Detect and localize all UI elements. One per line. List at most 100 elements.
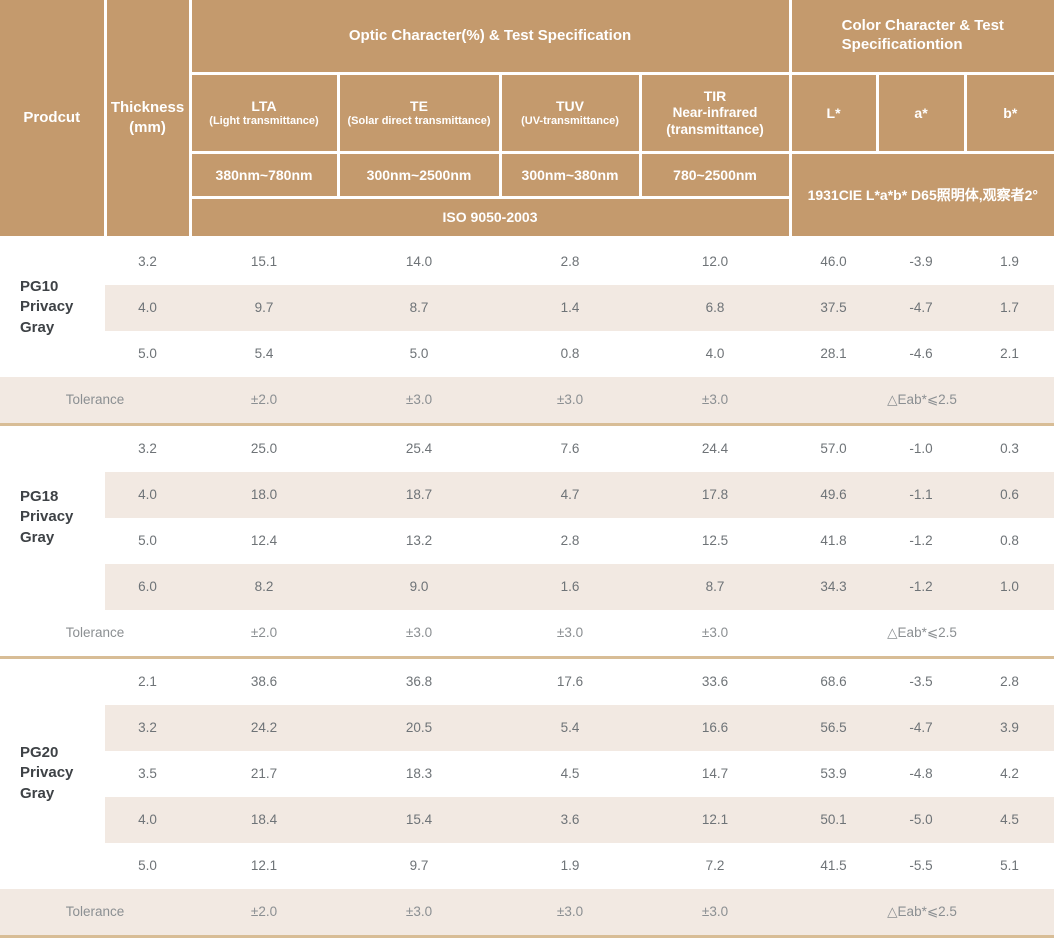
data-value: 1.4	[500, 284, 640, 331]
data-value: 56.5	[790, 704, 878, 751]
data-value: 5.4	[500, 704, 640, 751]
data-value: 25.4	[405, 441, 433, 456]
lta-abbr: LTA	[251, 97, 277, 114]
data-value: 57.0	[820, 441, 847, 456]
tolerance-value: ±2.0	[190, 609, 338, 659]
range-lta: 380nm~780nm	[190, 152, 340, 199]
data-value: 12.5	[701, 533, 729, 548]
data-value: -3.5	[909, 674, 933, 689]
data-row: 4.0 9.7 8.7 1.4 6.8 37.5 -4.7 1.7	[0, 284, 1054, 331]
data-value: 2.8	[560, 254, 580, 269]
data-value: 1.7	[965, 284, 1054, 331]
tir-sub: Near-infrared (transmittance)	[666, 104, 764, 137]
data-value: 12.1	[250, 858, 278, 873]
data-row: PG20 Privacy Gray 2.1 38.6 36.8 17.6 33.6 68.6…	[0, 657, 1054, 889]
data-value: 46.0	[820, 254, 847, 269]
tolerance-value: ±3.0	[640, 376, 791, 426]
thickness-value: 5.0	[138, 346, 157, 361]
color-standard: 1931CIE L*a*b* D65照明体,观察者2°	[790, 152, 1054, 239]
col-header-b: b*	[965, 73, 1054, 154]
data-value: 36.8	[405, 674, 433, 689]
data-value: 41.8	[820, 533, 847, 548]
data-value: 2.1	[1000, 346, 1019, 361]
data-value: 6.8	[640, 284, 791, 331]
data-value: 8.2	[190, 563, 338, 610]
tir-abbr: TIR	[703, 87, 727, 104]
data-value: 17.8	[640, 471, 791, 518]
data-value: 14.7	[701, 766, 729, 781]
data-value: -4.7	[877, 704, 966, 751]
thickness-value: 4.0	[105, 796, 190, 843]
tolerance-value: ±3.0	[640, 609, 791, 659]
col-header-thickness: Thickness (mm)	[105, 0, 192, 239]
thickness-value: 3.2	[105, 704, 190, 751]
data-value: 12.0	[701, 254, 729, 269]
tolerance-value: ±3.0	[338, 888, 500, 938]
optic-group-label: Optic Character(%) & Test Specification	[348, 26, 632, 44]
tolerance-label: Tolerance	[0, 609, 190, 659]
data-value: -4.6	[909, 346, 933, 361]
tolerance-row: Tolerance ±2.0 ±3.0 ±3.0 ±3.0 △Eab*⩽2.5	[0, 376, 1054, 426]
tolerance-value: ±3.0	[500, 609, 640, 659]
data-value: 4.5	[965, 796, 1054, 843]
thickness-value: 3.2	[138, 254, 157, 269]
data-value: 17.6	[556, 674, 584, 689]
data-value: 9.7	[409, 858, 429, 873]
data-value: 8.7	[338, 284, 500, 331]
data-value: 16.6	[640, 704, 791, 751]
te-abbr: TE	[410, 97, 428, 114]
data-value: 4.2	[1000, 766, 1019, 781]
data-value: -5.0	[877, 796, 966, 843]
data-value: -1.2	[909, 533, 933, 548]
product-name: PG10 Privacy Gray	[0, 237, 105, 377]
data-value: 18.7	[338, 471, 500, 518]
group-header-optic: Optic Character(%) & Test Specification	[190, 0, 792, 75]
table-body: PG10 Privacy Gray 3.2 15.1 14.0 2.8 12.0 46.0 -…	[0, 237, 1054, 938]
data-row: 5.0 12.4 13.2 2.8 12.5 41.8 -1.2 0.8	[0, 518, 1054, 564]
data-value: 3.6	[500, 796, 640, 843]
thickness-value: 3.5	[138, 766, 157, 781]
data-value: 14.0	[405, 254, 433, 269]
data-value: 7.2	[705, 858, 725, 873]
thickness-value: 2.1	[138, 674, 157, 689]
range-tuv: 300nm~380nm	[500, 152, 642, 199]
data-value: 28.1	[820, 346, 847, 361]
data-value: -1.0	[909, 441, 933, 456]
data-row: 4.0 18.4 15.4 3.6 12.1 50.1 -5.0 4.5	[0, 796, 1054, 843]
data-value: 49.6	[790, 471, 878, 518]
color-tolerance-value: △Eab*⩽2.5	[790, 609, 1054, 659]
data-value: 13.2	[405, 533, 433, 548]
data-value: 4.7	[500, 471, 640, 518]
data-value: 68.6	[820, 674, 847, 689]
thickness-value: 4.0	[105, 471, 190, 518]
data-value: -4.7	[877, 284, 966, 331]
tolerance-value: ±3.0	[338, 376, 500, 426]
data-value: 18.4	[190, 796, 338, 843]
iso-standard: ISO 9050-2003	[190, 197, 792, 239]
data-value: 8.7	[640, 563, 791, 610]
data-value: 50.1	[790, 796, 878, 843]
data-value: 9.7	[190, 284, 338, 331]
data-value: 5.0	[409, 346, 429, 361]
group-header-color: Color Character & Test Specificationtion	[790, 0, 1054, 75]
col-header-product: Prodcut	[0, 0, 107, 239]
data-value: 5.4	[254, 346, 274, 361]
data-value: 15.4	[338, 796, 500, 843]
thickness-value: 3.2	[138, 441, 157, 456]
data-value: 18.0	[190, 471, 338, 518]
data-value: 2.8	[1000, 674, 1019, 689]
data-value: 12.1	[640, 796, 791, 843]
tolerance-value: ±3.0	[500, 888, 640, 938]
tolerance-value: ±3.0	[640, 888, 791, 938]
tolerance-row: Tolerance ±2.0 ±3.0 ±3.0 ±3.0 △Eab*⩽2.5	[0, 609, 1054, 659]
thickness-value: 5.0	[138, 858, 157, 873]
color-group-label: Color Character & Test Specificationtion	[841, 17, 1004, 53]
data-value: 25.0	[250, 441, 278, 456]
col-header-lta: LTA (Light transmittance)	[190, 73, 340, 154]
tolerance-value: ±2.0	[190, 376, 338, 426]
tuv-sub: (UV-transmittance)	[521, 114, 619, 127]
data-value: 12.4	[250, 533, 278, 548]
data-value: 0.6	[965, 471, 1054, 518]
data-value: 1.9	[1000, 254, 1019, 269]
